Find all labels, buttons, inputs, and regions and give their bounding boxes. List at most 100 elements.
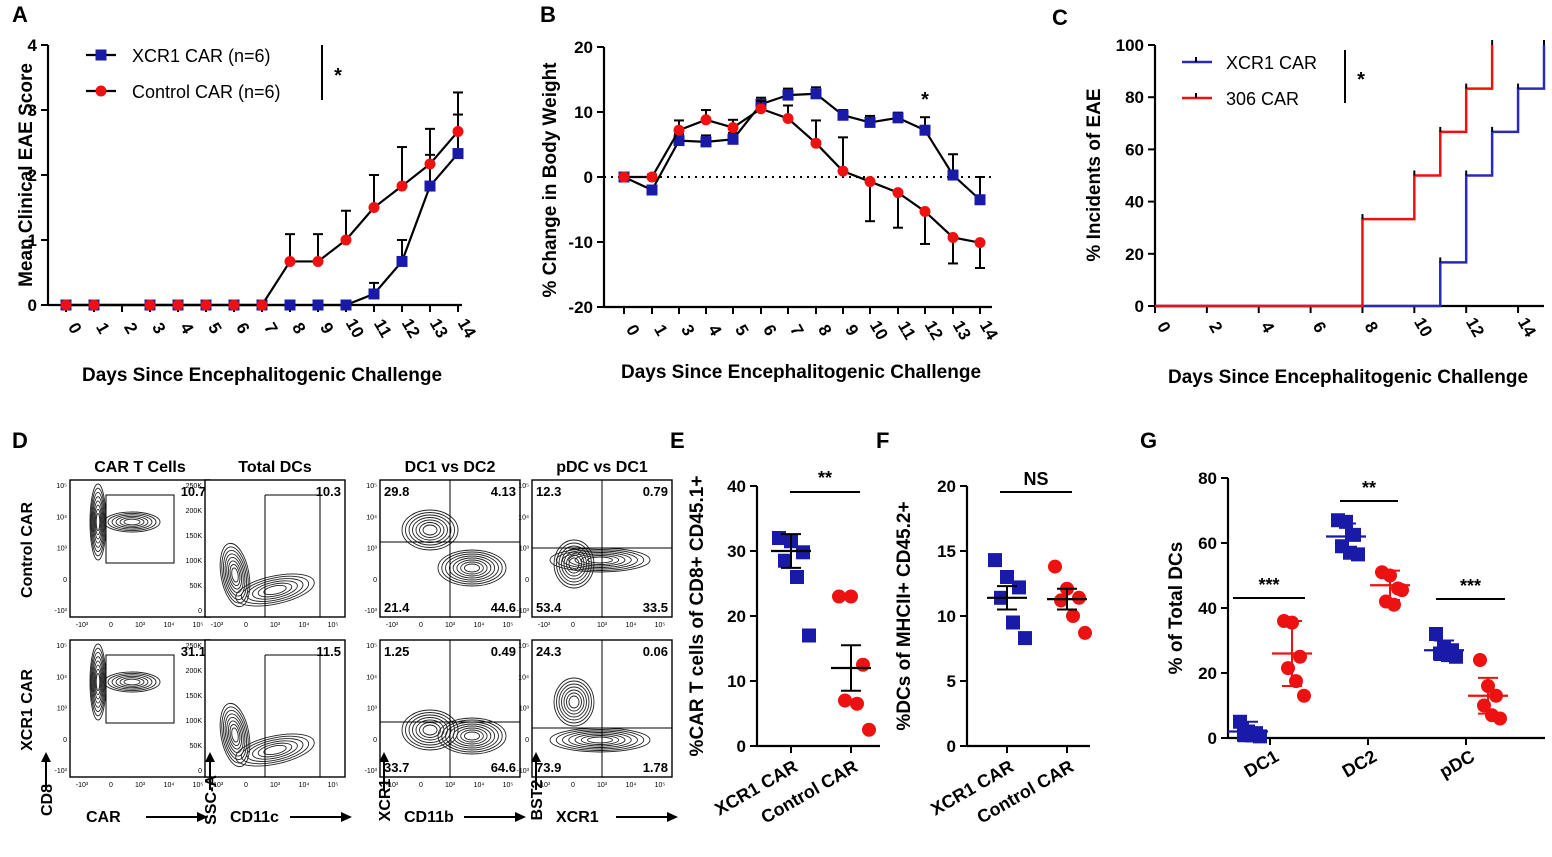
- panelB-y-tick-label: 0: [584, 168, 593, 187]
- panelA-y-tick-label: 3: [28, 101, 37, 120]
- flow-contour: [463, 563, 481, 573]
- panelC-y-label: % Incidents of EAE: [1084, 88, 1105, 261]
- flow-contour: [224, 553, 246, 597]
- panelB-point: [919, 205, 931, 217]
- flow-x-tick-label: 0: [109, 782, 113, 789]
- flow-contour: [401, 709, 459, 751]
- panelB-point: [837, 165, 849, 177]
- panelA-point: [396, 255, 408, 267]
- flow-contour: [568, 552, 632, 568]
- flow-gate-value: 10.3: [316, 484, 341, 499]
- panelC-x-label: Days Since Encephalitogenic Challenge: [1168, 367, 1528, 388]
- flow-y-tick-label: -10³: [365, 608, 378, 615]
- flow-contour: [224, 713, 246, 757]
- panelA-y-tick-label: 2: [28, 166, 37, 185]
- panelB-y-tick-label: 10: [574, 103, 593, 122]
- flow-y-tick-label: 10⁵: [366, 483, 377, 490]
- panelE-significance: **: [818, 468, 832, 488]
- flow-y-tick-label: 10⁵: [366, 643, 377, 650]
- panelF-point: [1018, 631, 1032, 646]
- panelB-point: [837, 109, 849, 121]
- panelA-point: [256, 299, 268, 311]
- flow-contour: [401, 509, 459, 551]
- flow-y-tick-label: 10⁵: [56, 483, 67, 490]
- panelB-point: [782, 89, 794, 101]
- panelB-x-tick-label: 12: [921, 317, 947, 343]
- panelA-point: [452, 125, 464, 137]
- flow-contour: [94, 668, 102, 696]
- panelG-point: [1429, 627, 1443, 641]
- flow-gate-value: 33.5: [643, 600, 668, 615]
- panelA-y-tick-label: 1: [28, 231, 37, 250]
- panelB-x-tick-label: 0: [622, 321, 643, 339]
- panelF-significance: NS: [1023, 469, 1048, 489]
- panelA-point: [340, 234, 352, 246]
- flow-gate-value: 44.6: [491, 600, 516, 615]
- flow-contour: [587, 736, 613, 744]
- flow-contour: [229, 724, 241, 746]
- flow-contour: [580, 735, 620, 745]
- panel-letter-G: G: [1140, 428, 1157, 453]
- flow-contour: [252, 580, 298, 600]
- flow-x-arrowhead: [667, 812, 678, 822]
- flow-contour: [219, 542, 251, 608]
- panelB-point: [673, 124, 685, 136]
- panelE-point: [778, 553, 792, 568]
- flow-gate-value: 53.4: [536, 600, 562, 615]
- flow-contour: [460, 729, 484, 743]
- flow-contour: [562, 730, 638, 750]
- flow-contour: [93, 664, 103, 700]
- flow-contour: [405, 712, 455, 748]
- flow-x-tick-label: 0: [571, 622, 575, 629]
- flow-x-tick-label: 0: [244, 782, 248, 789]
- panelG-point: [1293, 649, 1307, 664]
- flow-contour: [246, 578, 304, 602]
- panelF-point: [1048, 559, 1062, 574]
- panelF-y-tick-label: 0: [947, 737, 956, 756]
- flow-x-tick-label: 10⁴: [626, 782, 637, 789]
- flow-y-tick-label: 10³: [367, 546, 378, 553]
- panelC-x-tick-label: 12: [1462, 314, 1488, 340]
- flow-contour: [95, 673, 101, 691]
- panelA-legend-label: Control CAR (n=6): [132, 82, 281, 102]
- flow-x-tick-label: 10³: [597, 622, 608, 629]
- flow-contour: [90, 487, 106, 557]
- flow-x-tick-label: 10³: [445, 782, 456, 789]
- flow-y-tick-label: 10⁵: [518, 483, 529, 490]
- panelG-y-tick-label: 80: [1198, 469, 1217, 488]
- flow-contour: [463, 731, 481, 741]
- panelB-x-tick-label: 13: [949, 317, 975, 343]
- panelA-x-tick-label: 13: [426, 315, 452, 341]
- panelE-y-tick-label: 30: [727, 542, 746, 561]
- panelA-x-tick-label: 4: [176, 319, 197, 337]
- panelF-y-tick-label: 15: [937, 542, 956, 561]
- flow-y-tick-label: 150K: [186, 533, 203, 540]
- flow-y-tick-label: -10³: [517, 608, 530, 615]
- flow-contour: [405, 512, 455, 548]
- panelB-point: [864, 116, 876, 128]
- flow-contour: [227, 560, 243, 590]
- flow-contour: [103, 511, 161, 533]
- panelA-y-label: Mean Clinical EAE Score: [16, 63, 37, 287]
- flow-contour: [555, 729, 645, 751]
- panelA-legend-label: XCR1 CAR (n=6): [132, 46, 271, 66]
- flow-y-tick-label: 0: [525, 577, 529, 584]
- flow-y-tick-label: 100K: [186, 558, 203, 565]
- panelC-x-tick-label: 10: [1410, 314, 1436, 340]
- flow-contour: [437, 717, 507, 755]
- flow-gate-value: 33.7: [384, 760, 409, 775]
- flow-contour: [115, 515, 149, 529]
- panelA-x-tick-label: 14: [454, 315, 480, 341]
- panelB-point: [810, 137, 822, 149]
- panelA-point: [312, 299, 324, 311]
- flow-x-tick-label: 0: [244, 622, 248, 629]
- flow-gate-value: 31.1: [181, 644, 206, 659]
- flow-contour: [568, 695, 580, 709]
- flow-y-arrowhead: [531, 752, 541, 762]
- flow-y-tick-label: -10³: [517, 768, 530, 775]
- panel-letter-A: A: [12, 2, 28, 27]
- flow-contour: [235, 733, 315, 767]
- flow-contour: [561, 548, 587, 580]
- flow-column-title: DC1 vs DC2: [405, 459, 496, 476]
- panelA-x-tick-label: 12: [398, 315, 424, 341]
